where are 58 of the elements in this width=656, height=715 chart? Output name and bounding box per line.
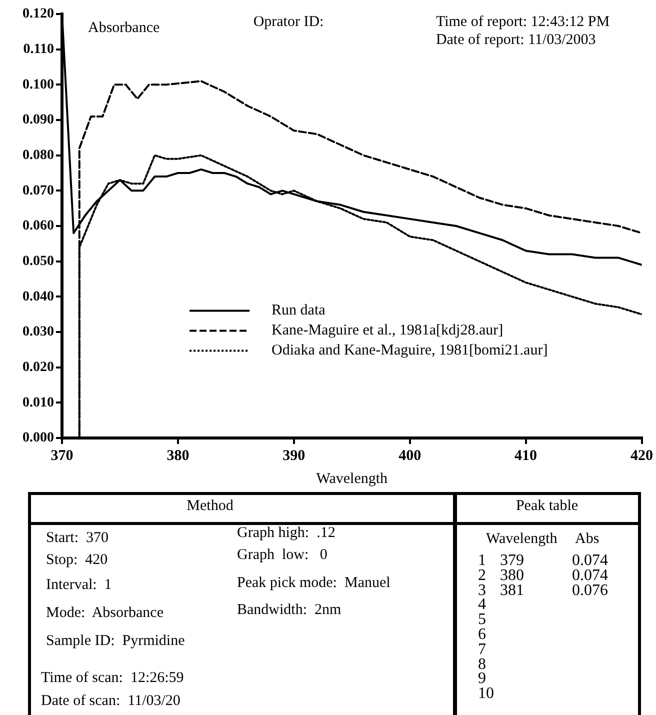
y-tick-label: 0.010 <box>22 395 54 410</box>
y-tick-label: 0.090 <box>22 112 54 128</box>
text: 0.076 <box>572 582 608 599</box>
legend-label: Kane-Maguire et al., 1981a[kdj28.aur] <box>272 322 504 339</box>
text: 380 <box>500 566 524 584</box>
x-tick-label: 420 <box>630 448 653 464</box>
y-tick-label: 0.080 <box>22 148 54 163</box>
x-tick-label: 390 <box>282 448 306 464</box>
text: Start: 370 <box>46 530 108 547</box>
x-tick-label: 370 <box>50 448 74 464</box>
text: Abs <box>575 531 600 548</box>
x-tick-label: 400 <box>398 448 422 464</box>
text: Graph high: .12 <box>237 525 336 542</box>
text: 10 <box>478 685 494 702</box>
y-tick-label: 0.100 <box>22 77 54 92</box>
text: Interval: 1 <box>46 577 112 594</box>
text: 3 <box>478 582 486 599</box>
text: 9 <box>478 670 486 688</box>
y-tick-label: 0.120 <box>22 6 54 22</box>
text: 4 <box>478 596 486 614</box>
text: Sample ID: Pyrmidine <box>46 633 185 650</box>
annotation: Oprator ID: <box>253 14 324 30</box>
legend-label: Odiaka and Kane-Maguire, 1981[bomi21.aur] <box>272 342 548 359</box>
x-axis-title: Wavelength <box>316 470 388 487</box>
text: Peak pick mode: Manuel <box>237 575 390 592</box>
annotation: Time of report: 12:43:12 PM <box>436 14 610 30</box>
text: Peak table <box>516 498 578 515</box>
text: Date of scan: 11/03/20 <box>41 693 180 710</box>
text: 1 <box>478 552 486 569</box>
y-tick-label: 0.040 <box>22 289 54 304</box>
y-axis-title: Absorbance <box>88 20 160 36</box>
text: 0.074 <box>572 566 608 584</box>
y-tick-label: 0.110 <box>23 42 54 57</box>
text: 0.074 <box>572 552 608 569</box>
text: Stop: 420 <box>46 552 108 569</box>
text: Mode: Absorbance <box>46 605 164 622</box>
text: Method <box>186 498 234 515</box>
text: 8 <box>478 656 486 673</box>
annotation: Date of report: 11/03/2003 <box>436 32 596 48</box>
legend-label: Run data <box>272 302 326 319</box>
y-tick-label: 0.050 <box>22 254 54 269</box>
text: 381 <box>500 582 524 599</box>
text: 5 <box>478 611 486 628</box>
text: 2 <box>478 566 486 584</box>
text: Wavelength <box>486 531 558 548</box>
text: Graph low: 0 <box>237 547 328 564</box>
text: Bandwidth: 2nm <box>237 602 342 619</box>
x-tick-label: 410 <box>514 448 538 464</box>
text: 379 <box>500 552 524 569</box>
y-tick-label: 0.030 <box>22 324 54 340</box>
text: 6 <box>478 626 486 643</box>
text: 7 <box>478 640 486 658</box>
y-tick-label: 0.070 <box>22 183 54 198</box>
x-tick-label: 380 <box>166 448 190 464</box>
y-tick-label: 0.000 <box>22 430 54 446</box>
text: Time of scan: 12:26:59 <box>41 670 184 687</box>
y-tick-label: 0.060 <box>22 218 54 234</box>
y-tick-label: 0.020 <box>22 360 54 375</box>
